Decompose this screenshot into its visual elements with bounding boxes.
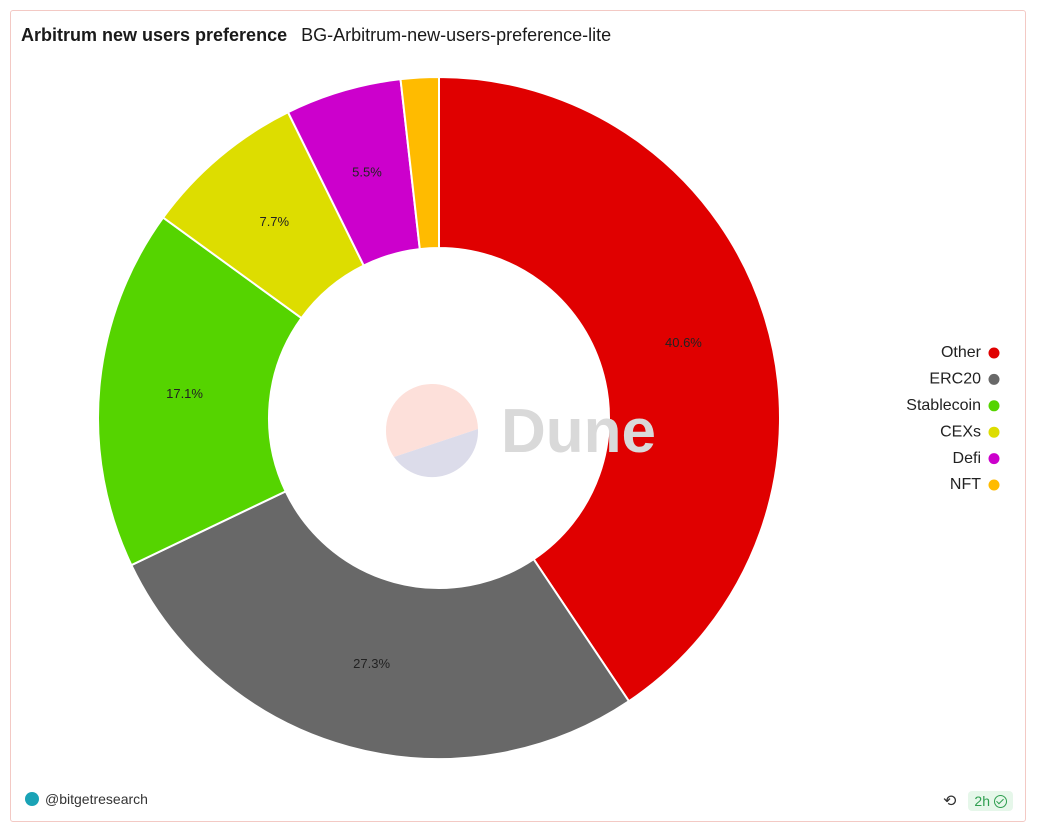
slice-other[interactable] bbox=[438, 75, 781, 703]
dune-logo-top bbox=[385, 383, 478, 457]
legend-label: NFT bbox=[950, 476, 981, 493]
author-name: @bitgetresearch bbox=[45, 791, 148, 807]
query-name[interactable]: BG-Arbitrum-new-users-preference-lite bbox=[301, 25, 612, 45]
author-avatar bbox=[25, 792, 39, 806]
legend-swatch bbox=[988, 400, 1000, 412]
chart-header: Arbitrum new users preference BG-Arbitru… bbox=[21, 25, 611, 46]
check-icon bbox=[994, 794, 1007, 808]
legend-label: Stablecoin bbox=[906, 397, 981, 414]
slice-nft[interactable] bbox=[399, 75, 440, 251]
slice-label-other: 40.6% bbox=[665, 335, 702, 350]
dune-logo-bottom bbox=[394, 429, 479, 478]
legend-swatch bbox=[988, 479, 1000, 491]
footer-actions: ⟲ 2h bbox=[943, 791, 1013, 811]
legend-swatch bbox=[988, 426, 1000, 438]
slice-label-cexs: 7.7% bbox=[259, 214, 289, 229]
legend-item-nft[interactable]: NFT bbox=[950, 476, 1000, 493]
legend-label: Defi bbox=[953, 450, 981, 467]
freshness-value: 2h bbox=[974, 793, 990, 809]
legend-item-erc20[interactable]: ERC20 bbox=[929, 371, 1000, 388]
legend-label: ERC20 bbox=[929, 371, 981, 388]
legend-item-defi[interactable]: Defi bbox=[953, 450, 1000, 467]
legend-item-other[interactable]: Other bbox=[941, 344, 1000, 361]
refresh-icon[interactable]: ⟲ bbox=[943, 793, 957, 810]
slice-label-stablecoin: 17.1% bbox=[166, 386, 203, 401]
freshness-badge[interactable]: 2h bbox=[968, 791, 1013, 811]
legend-swatch bbox=[988, 373, 1000, 385]
chart-legend: Other ERC20 Stablecoin CEXs Defi NFT bbox=[906, 344, 1000, 493]
legend-item-cexs[interactable]: CEXs bbox=[940, 423, 1000, 440]
dune-watermark: Dune bbox=[385, 383, 656, 478]
slice-stablecoin[interactable] bbox=[97, 216, 303, 567]
legend-label: Other bbox=[941, 344, 982, 361]
slices-group bbox=[97, 75, 781, 760]
slice-label-defi: 5.5% bbox=[352, 164, 382, 179]
slice-label-erc20: 27.3% bbox=[353, 656, 390, 671]
legend-label: CEXs bbox=[940, 423, 981, 440]
author-info[interactable]: @bitgetresearch bbox=[25, 791, 148, 807]
chart-title: Arbitrum new users preference bbox=[21, 25, 288, 45]
legend-item-stablecoin[interactable]: Stablecoin bbox=[906, 397, 1000, 414]
legend-swatch bbox=[988, 453, 1000, 465]
donut-chart: Dune 40.6% 27.3% 17.1% 7.7% 5.5% Other ERC20 S… bbox=[97, 75, 1000, 760]
chart-card: Arbitrum new users preference BG-Arbitru… bbox=[10, 10, 1026, 822]
legend-swatch bbox=[988, 347, 1000, 359]
watermark-text: Dune bbox=[501, 397, 656, 466]
slice-erc20[interactable] bbox=[130, 490, 631, 760]
slice-labels-group: 40.6% 27.3% 17.1% 7.7% 5.5% bbox=[166, 164, 702, 671]
